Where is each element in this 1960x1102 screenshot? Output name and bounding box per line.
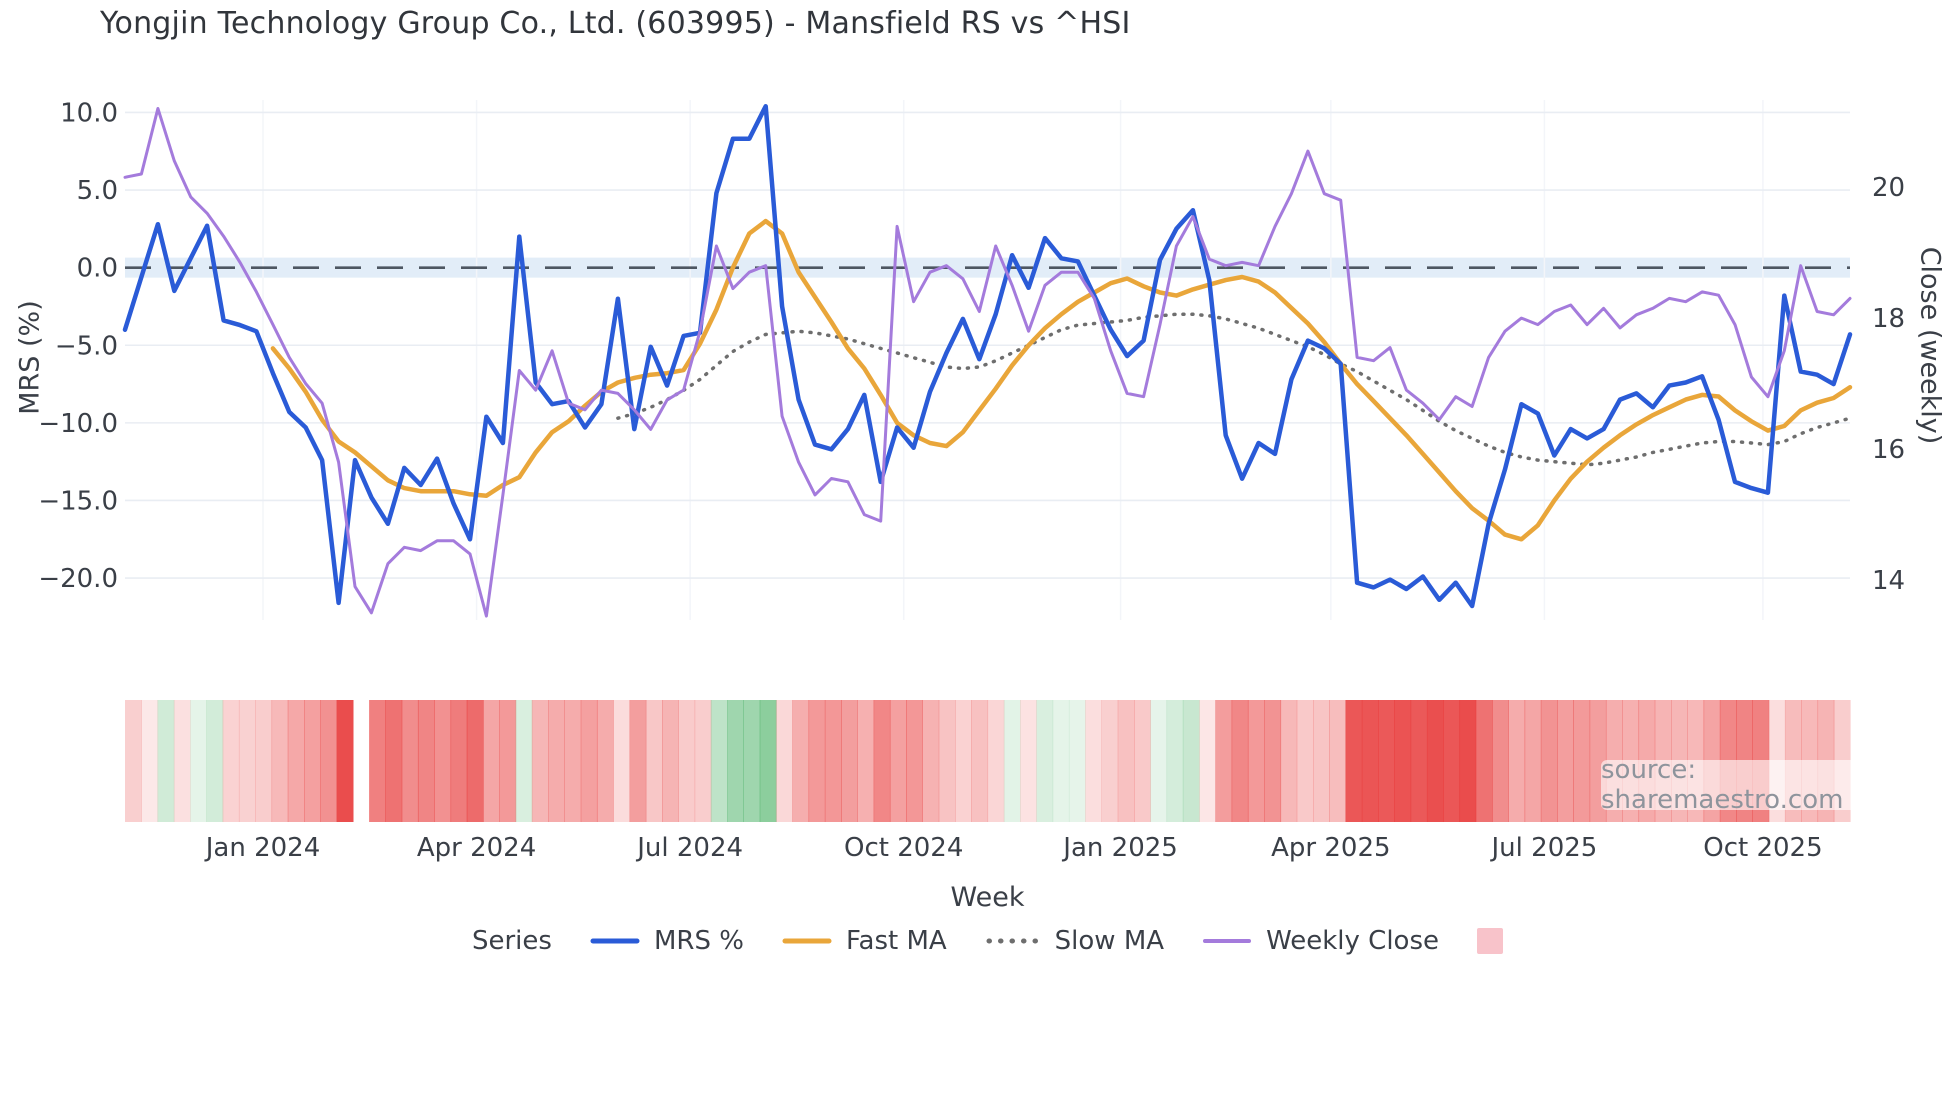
svg-text:0.0: 0.0 xyxy=(77,254,118,284)
line-swatch-icon xyxy=(782,938,832,944)
x-tick-label: Jul 2025 xyxy=(1491,833,1598,863)
svg-text:18: 18 xyxy=(1872,304,1905,334)
legend-item-mrs[interactable]: MRS % xyxy=(590,926,744,956)
x-tick-label: Apr 2024 xyxy=(416,833,537,863)
source-watermark: source: sharemaestro.com xyxy=(1601,755,1939,815)
legend-item-slow-ma[interactable]: Slow MA xyxy=(985,926,1164,956)
legend-item-label: MRS % xyxy=(653,926,744,956)
svg-text:−10.0: −10.0 xyxy=(38,409,118,439)
legend-item-label: Fast MA xyxy=(845,926,947,956)
svg-text:14: 14 xyxy=(1872,566,1905,596)
series-weekly-close xyxy=(123,107,1852,618)
legend-item-fast-ma[interactable]: Fast MA xyxy=(782,926,947,956)
legend-item-label: Weekly Close xyxy=(1266,926,1439,956)
svg-text:5.0: 5.0 xyxy=(77,176,118,206)
svg-text:20: 20 xyxy=(1872,173,1905,203)
svg-text:−15.0: −15.0 xyxy=(38,486,118,516)
x-tick-label: Oct 2025 xyxy=(1703,833,1823,863)
legend: Series MRS % Fast MA Slow MA Weekly Clos… xyxy=(125,926,1850,956)
svg-text:16: 16 xyxy=(1872,435,1905,465)
heatmap-strip xyxy=(125,700,1851,822)
x-axis-title: Week xyxy=(950,882,1025,913)
x-tick-label: Jan 2024 xyxy=(205,833,321,863)
y-axis-title-right: Close (weekly) xyxy=(1914,246,1946,445)
legend-item-heat-strip[interactable] xyxy=(1477,928,1503,954)
heat-swatch-icon xyxy=(1477,928,1503,954)
y-axis-title-left: MRS (%) xyxy=(14,300,46,415)
x-tick-label: Apr 2025 xyxy=(1271,833,1391,863)
series-fast-ma xyxy=(270,218,1853,542)
series-slow-ma xyxy=(616,312,1852,467)
dotted-line-swatch-icon xyxy=(986,938,1040,944)
legend-series-label: Series xyxy=(471,926,552,956)
svg-text:−5.0: −5.0 xyxy=(55,331,118,361)
page-title: Yongjin Technology Group Co., Ltd. (6039… xyxy=(100,6,1131,41)
x-tick-label: Jan 2025 xyxy=(1063,833,1178,863)
svg-text:10.0: 10.0 xyxy=(60,98,118,128)
source-text: source: sharemaestro.com xyxy=(1601,755,1844,815)
legend-item-label: Slow MA xyxy=(1054,926,1165,956)
legend-item-weekly-close[interactable]: Weekly Close xyxy=(1202,926,1439,956)
svg-text:−20.0: −20.0 xyxy=(38,564,118,594)
line-swatch-icon xyxy=(1203,939,1252,943)
x-tick-label: Jul 2024 xyxy=(637,833,744,863)
x-tick-label: Oct 2024 xyxy=(844,833,964,863)
series-mrs-- xyxy=(122,103,1853,609)
line-swatch-icon xyxy=(590,938,640,944)
